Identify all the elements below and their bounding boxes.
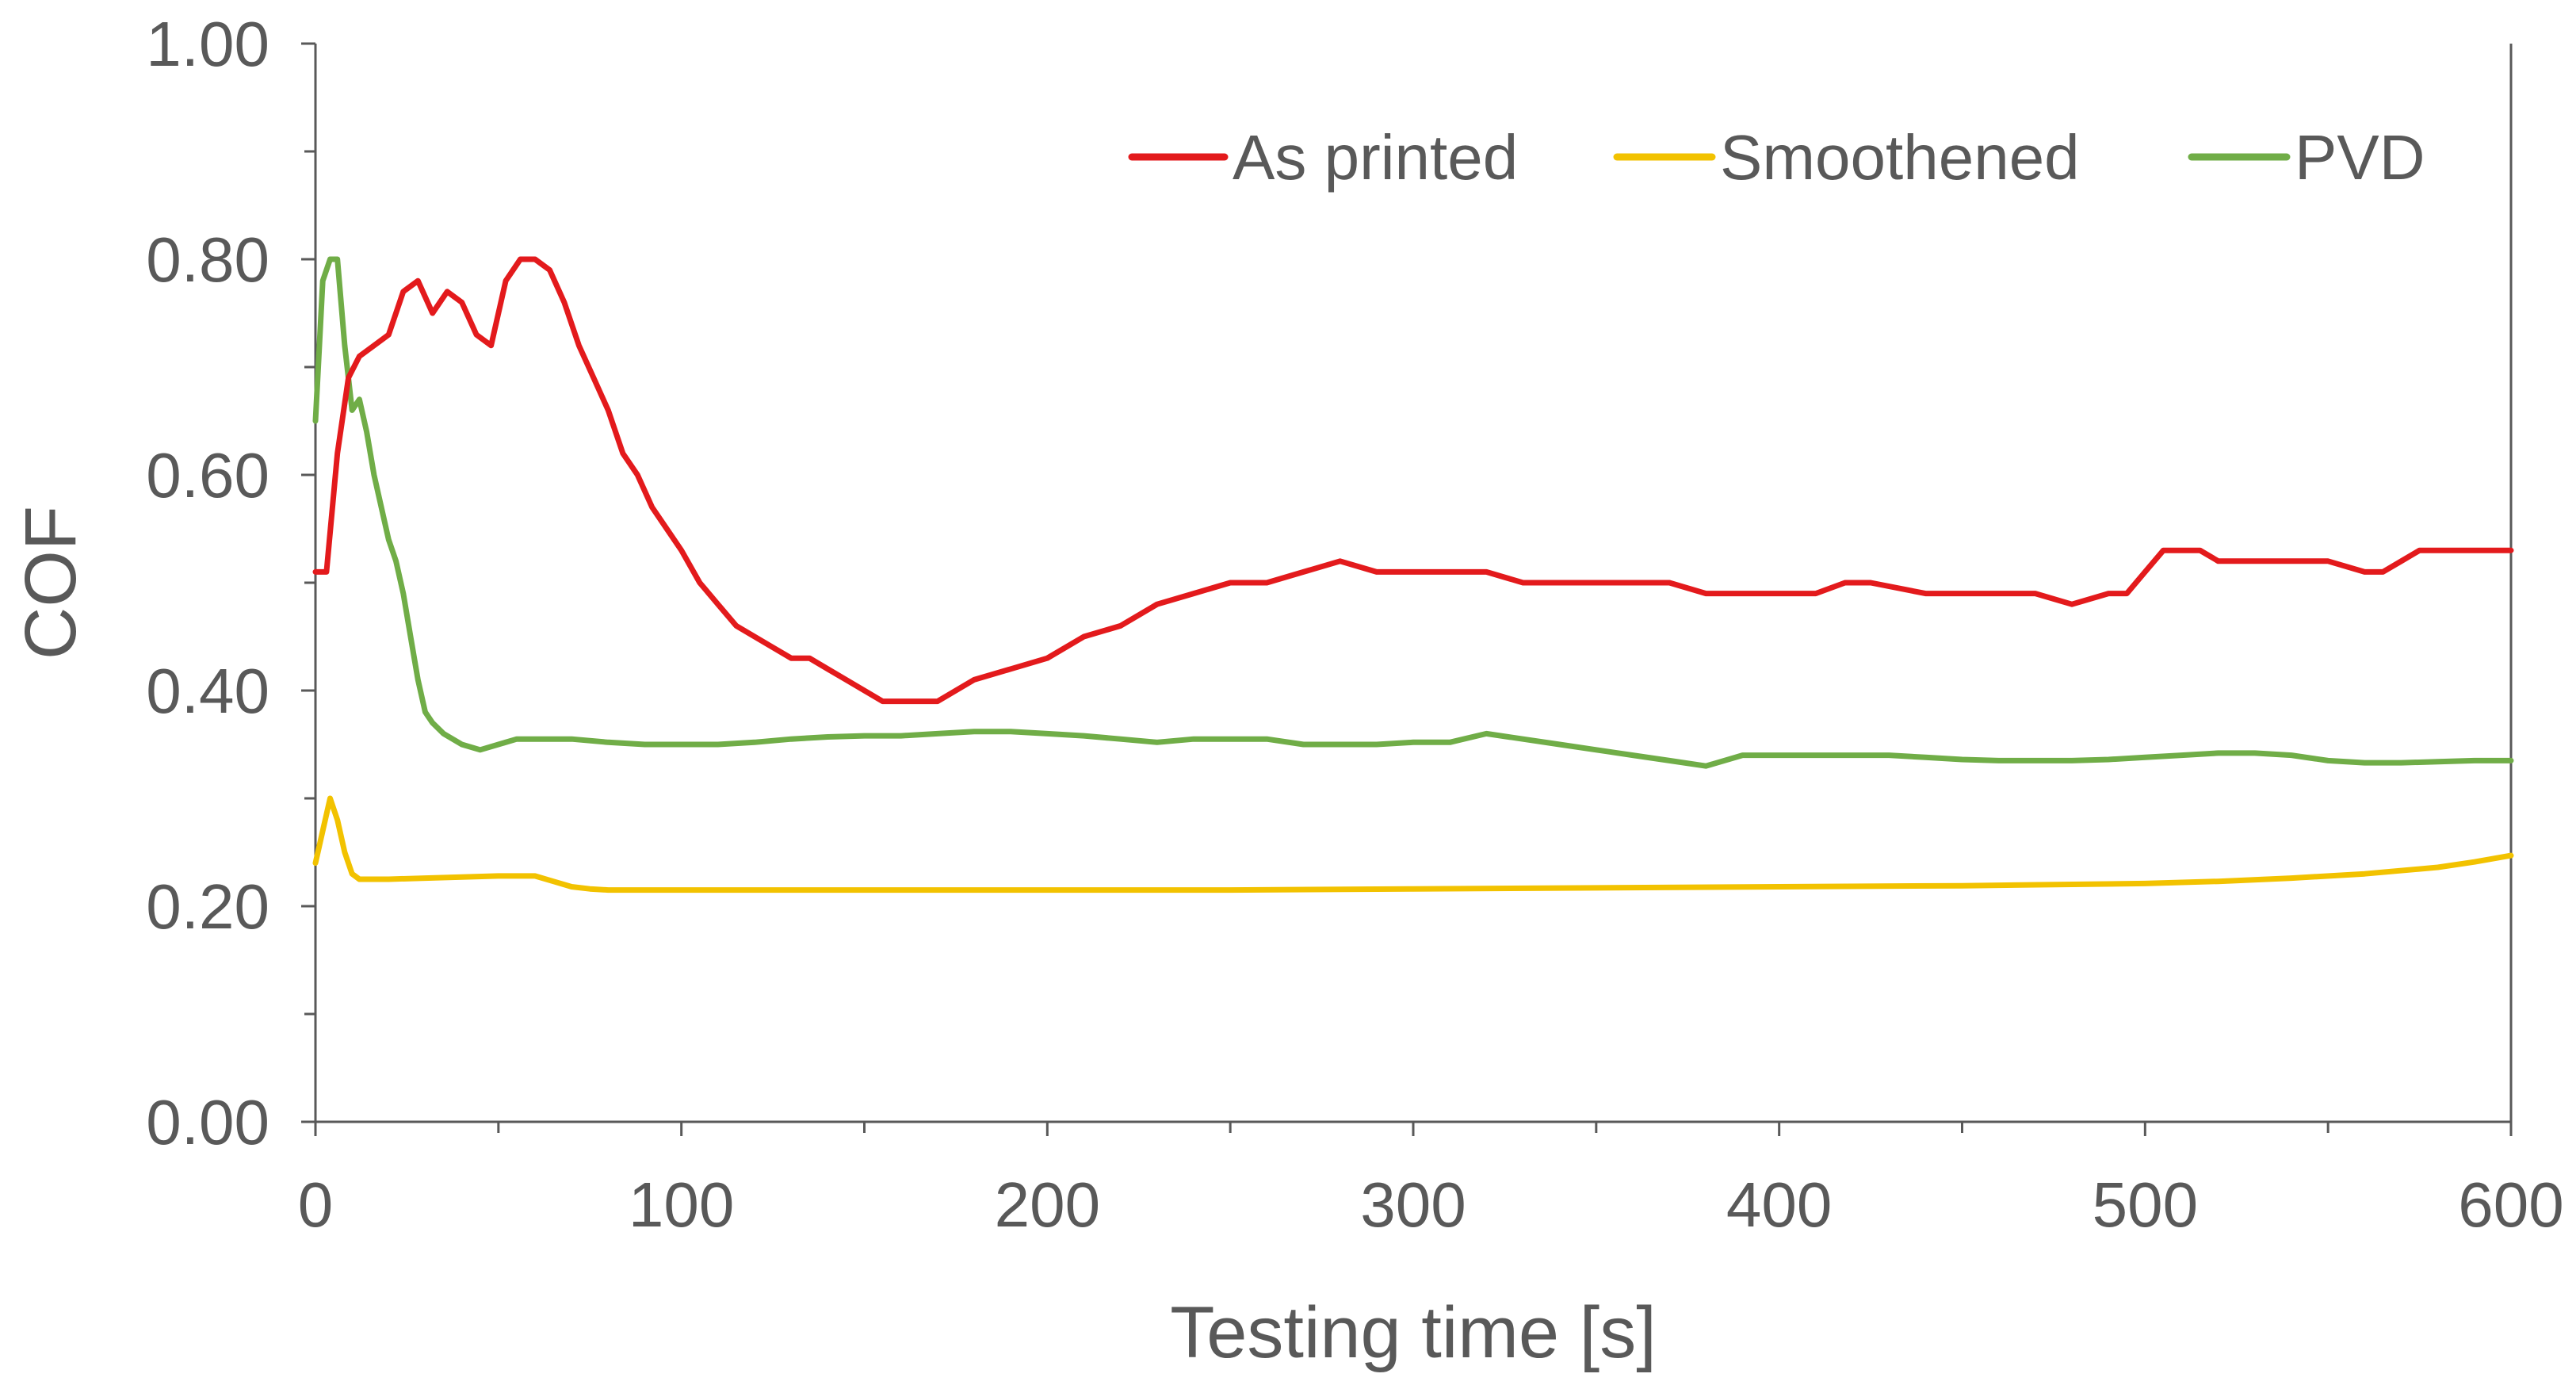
tick-labels: 0.00 0.20 0.40 0.60 0.80 1.00 0 100 200 300 400 500… xyxy=(146,9,2563,1240)
legend: As printed Smoothened PVD xyxy=(1128,122,2425,193)
x-tick-label: 400 xyxy=(1726,1169,1832,1240)
x-tick-label: 200 xyxy=(995,1169,1100,1240)
x-tick-label: 0 xyxy=(298,1169,334,1240)
x-axis-title: Testing time [s] xyxy=(1170,1292,1657,1373)
legend-label-as-printed: As printed xyxy=(1233,122,1518,193)
x-tick-label: 300 xyxy=(1360,1169,1466,1240)
ticks xyxy=(301,42,2513,1136)
x-tick-label: 600 xyxy=(2458,1169,2563,1240)
y-axis-title: COF xyxy=(10,506,91,660)
series-line-as-printed xyxy=(312,256,2514,705)
series-lines xyxy=(312,256,2514,893)
y-tick-label: 1.00 xyxy=(146,9,269,79)
series-line-pvd xyxy=(312,256,2514,769)
y-tick-label: 0.20 xyxy=(146,871,269,942)
y-tick-label: 0.00 xyxy=(146,1087,269,1158)
y-tick-label: 0.60 xyxy=(146,440,269,511)
x-tick-label: 500 xyxy=(2093,1169,2198,1240)
legend-label-pvd: PVD xyxy=(2295,122,2425,193)
x-tick-label: 100 xyxy=(629,1169,734,1240)
y-tick-label: 0.40 xyxy=(146,656,269,726)
legend-label-smoothened: Smoothened xyxy=(1720,122,2080,193)
series-line-smoothened xyxy=(312,795,2514,893)
y-tick-label: 0.80 xyxy=(146,224,269,295)
